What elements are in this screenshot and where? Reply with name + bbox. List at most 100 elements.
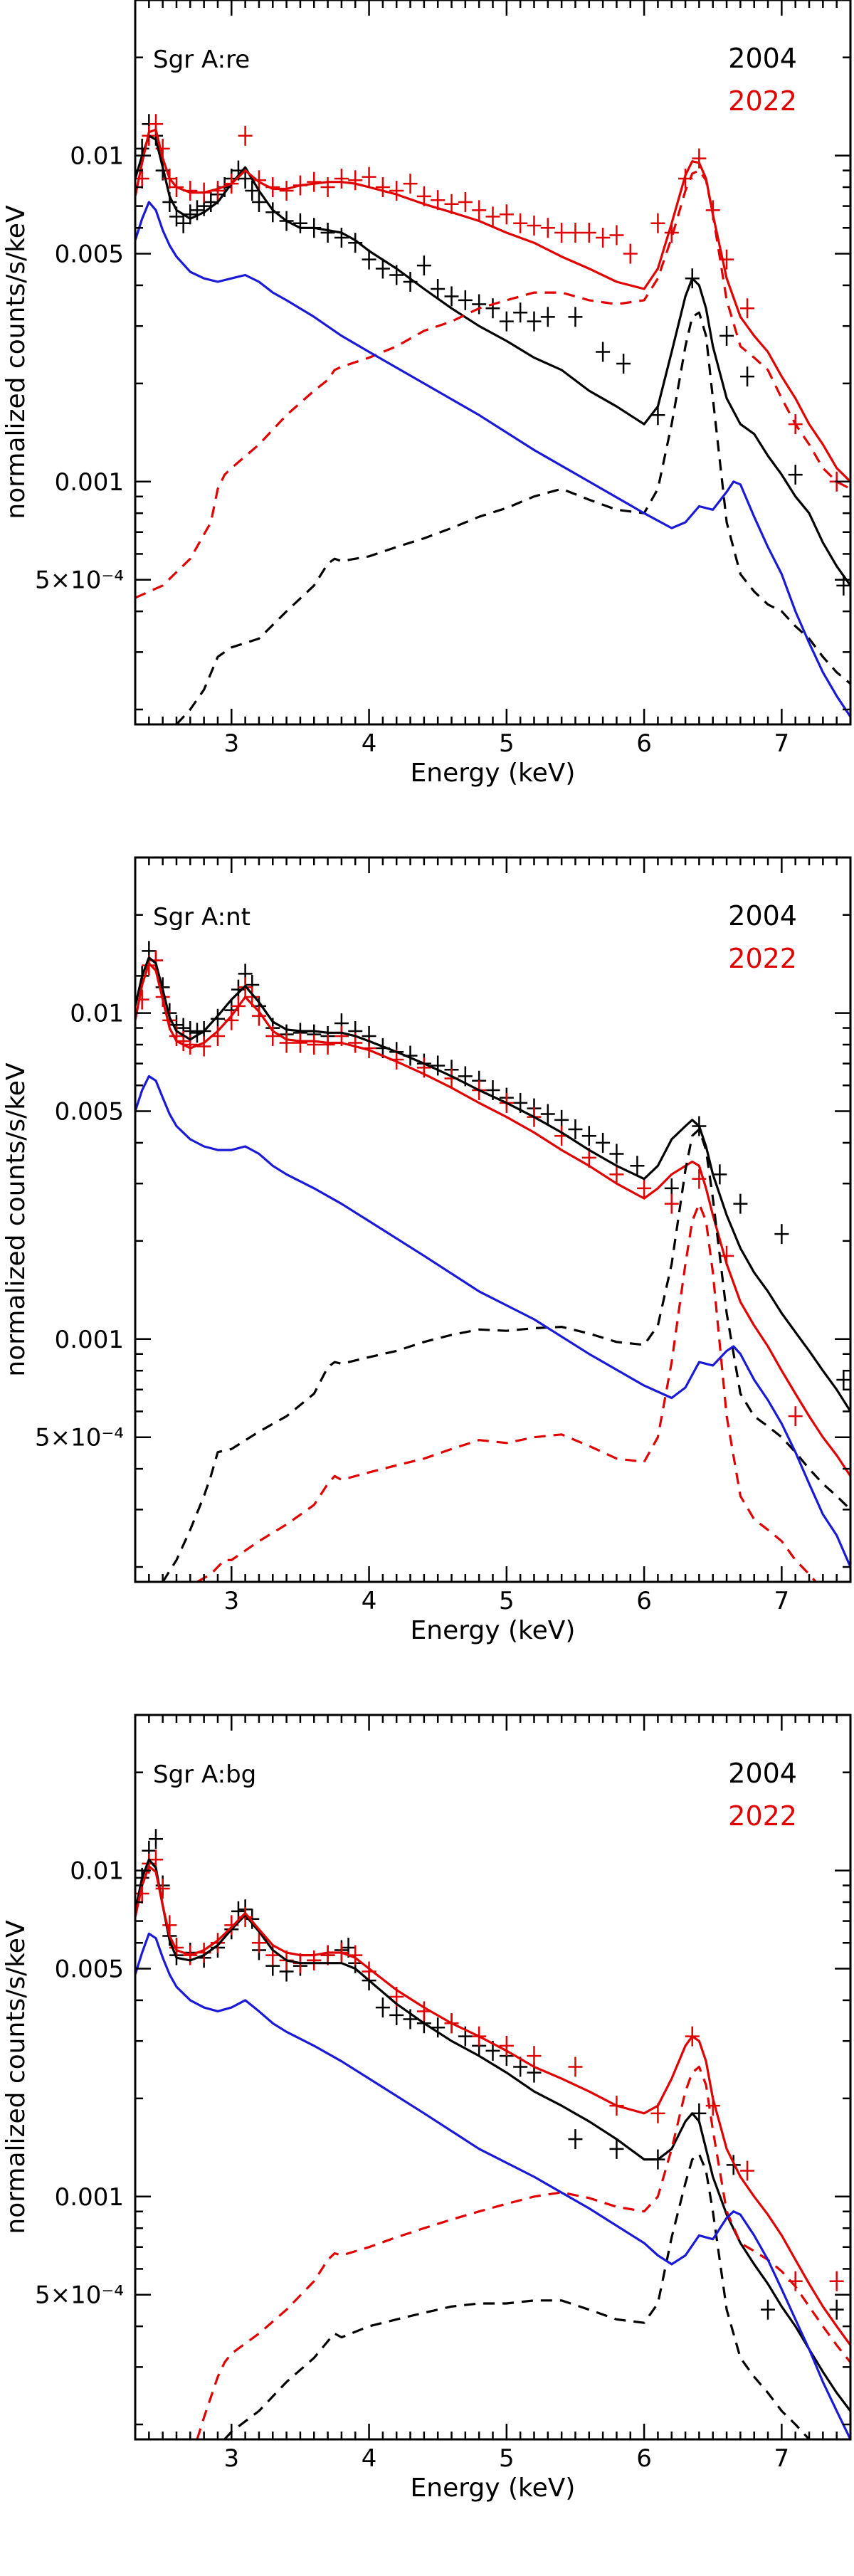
panel-1-2022-data-point (375, 177, 390, 198)
panel-1-2022-data-point (403, 174, 418, 194)
panel-1: Sgr A:re 2004 2022 0.01 0.005 0.001 5×10… (1, 0, 852, 788)
panel-1-2004-data-point (650, 405, 665, 426)
panel-2-plot-layer (135, 941, 850, 1582)
panel-2-2004-data-point (630, 1156, 645, 1176)
panel-2-blue-component-line (135, 1075, 850, 1568)
panel-1-2004-data-point (527, 311, 542, 332)
panel-1-2022-data-point (623, 243, 638, 264)
panel-3-2022-data-point (307, 1950, 322, 1970)
panel-2-ytick-label-5e-4: 5×10⁻⁴ (35, 1424, 124, 1452)
panel-1-2022-data-point (444, 194, 459, 214)
panel-1-2022-data-point (554, 222, 569, 243)
panel-1-plot-area (135, 114, 850, 724)
panel-1-2004-model-line (135, 134, 850, 586)
panel-1-2022-data-point (334, 168, 349, 189)
panel-1-xtick-label: 5 (499, 729, 515, 758)
panel-1-2004-component-line (175, 311, 850, 724)
panel-1-2004-data-point (204, 191, 218, 212)
panel-3-2004-model-line (135, 1858, 850, 2412)
panel-1-2022-data-point (279, 181, 294, 201)
panel-3-xtick-label: 6 (636, 2444, 652, 2473)
panel-2-2022-data-point (251, 1005, 266, 1026)
panel-1-2022-data-point (320, 177, 335, 198)
panel-1-xtick-label: 7 (774, 729, 790, 758)
panel-1-2022-data-point (472, 200, 487, 221)
panel-3-2022-data-point (527, 2046, 542, 2066)
panel-3-legend-2022: 2022 (728, 1800, 797, 1832)
panel-1-2004-data-point (265, 202, 280, 223)
panel-2-2004-data-point (836, 1370, 850, 1390)
panel-3-2004-data-point (609, 2138, 624, 2159)
panel-3-2022-model-line (135, 1865, 850, 2346)
panel-3-blue-component-line (135, 1932, 850, 2439)
panel-2-xtick-label: 3 (223, 1587, 239, 1615)
panel-3-xtick-label: 7 (774, 2444, 790, 2473)
panel-3-xlabel: Energy (keV) (411, 2474, 576, 2503)
panel-2-2004-data-point (210, 1008, 225, 1029)
panel-3-2022-data-point (320, 1945, 335, 1965)
panel-2-2022-model-line (135, 962, 850, 1477)
panel-1-2022-data-point (527, 215, 542, 236)
panel-1-2004-data-point (362, 249, 376, 270)
panel-1-2004-data-point (499, 311, 514, 332)
panel-2-2004-data-point (712, 1164, 727, 1185)
panel-3-xtick-label: 3 (223, 2444, 239, 2473)
panel-3-2022-component-line (196, 2065, 850, 2439)
panel-2-2004-data-point (609, 1144, 624, 1164)
panel-3-2004-component-line (223, 2153, 811, 2439)
panel-1-title: Sgr A:re (153, 46, 250, 74)
panel-3-plot-layer (135, 1829, 850, 2439)
panel-2-2022-data-point (664, 1193, 679, 1214)
panel-1-2022-data-point (135, 168, 149, 189)
panel-1-xtick-label: 6 (636, 729, 652, 758)
panel-3-2004-data-point (829, 2299, 844, 2320)
panel-1-xtick-label: 3 (223, 729, 239, 758)
panel-2-xtick-label: 4 (362, 1587, 377, 1615)
panel-3-legend-2004: 2004 (728, 1758, 797, 1789)
panel-3-2004-data-point (513, 2057, 528, 2077)
panel-3-2004-data-point (389, 2005, 404, 2025)
panel-1-2022-data-point (458, 191, 473, 212)
panel-2-xlabel: Energy (keV) (411, 1616, 576, 1645)
panel-2-2004-data-point (774, 1224, 789, 1245)
panel-2-2022-data-point (307, 1035, 322, 1055)
panel-1-2004-data-point (568, 307, 583, 327)
panel-3-ytick-label-0.01: 0.01 (70, 1857, 124, 1886)
panel-1-plot-layer (135, 114, 850, 724)
panel-2-2022-component-line (196, 1203, 818, 1582)
panel-1-2004-data-point (189, 200, 204, 221)
panel-1-2022-data-point (362, 167, 376, 187)
panel-3-2004-data-point (375, 1997, 390, 2018)
panel-2-xtick-label: 7 (774, 1587, 790, 1615)
panel-3-2004-data-point (761, 2299, 776, 2320)
panel-2-2004-data-point (431, 1055, 446, 1076)
panel-2-title: Sgr A:nt (153, 903, 251, 931)
panel-2-xtick-label: 6 (636, 1587, 652, 1615)
panel-2-ytick-label-0.01: 0.01 (70, 1000, 124, 1028)
panel-2-2004-component-line (162, 1128, 850, 1582)
panel-1-2022-model-line (135, 128, 850, 482)
panel-1-ytick-label-0.005: 0.005 (55, 241, 124, 269)
panel-3-ytick-label-0.005: 0.005 (55, 1955, 124, 1984)
panel-1-2022-data-point (238, 125, 253, 146)
panel-2-ytick-label-0.005: 0.005 (55, 1098, 124, 1126)
panel-2-xtick-label: 5 (499, 1587, 515, 1615)
panel-1-2022-data-point (348, 170, 363, 191)
panel-2-ticks (135, 856, 850, 1582)
panel-1-2004-data-point (596, 342, 611, 362)
panel-1-ytick-label-0.001: 0.001 (55, 468, 124, 497)
panel-2-ylabel: normalized counts/s/keV (1, 1062, 31, 1377)
panel-1-2004-data-point (740, 366, 755, 387)
panel-1-blue-component-line (135, 201, 850, 718)
panel-3-2022-data-point (829, 2271, 844, 2291)
panel-3-2022-data-point (568, 2057, 583, 2077)
panel-1-ytick-label-5e-4: 5×10⁻⁴ (35, 566, 124, 595)
panel-1-2022-data-point (499, 204, 514, 225)
panel-2-2004-data-point (596, 1132, 611, 1153)
panel-3-ylabel: normalized counts/s/keV (1, 1920, 31, 2234)
panel-1-2022-data-point (609, 225, 624, 246)
panel-2-legend-2022: 2022 (728, 943, 797, 974)
panel-2-2022-data-point (196, 1036, 211, 1057)
panel-1-2004-data-point (292, 213, 307, 233)
